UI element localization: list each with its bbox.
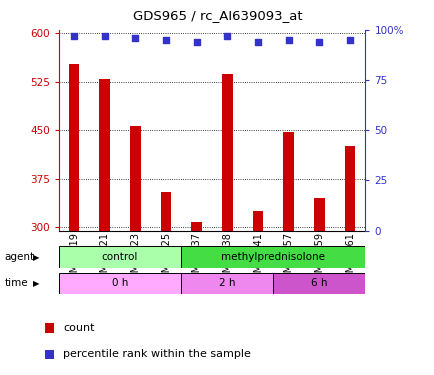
Point [285,37,292,43]
Bar [130,126,141,231]
Point [254,39,261,45]
Bar [45,350,54,359]
Text: agent: agent [4,252,34,262]
Bar [69,64,79,231]
Bar [59,246,181,268]
Bar [99,78,110,231]
Point [224,33,230,39]
Bar [59,273,181,294]
Point [346,37,353,43]
Text: percentile rank within the sample: percentile rank within the sample [63,350,250,359]
Bar [181,273,273,294]
Point [101,33,108,39]
Text: methylprednisolone: methylprednisolone [221,252,325,262]
Bar [344,147,355,231]
Text: ▶: ▶ [33,279,39,288]
Point [132,35,138,41]
Bar [160,192,171,231]
Bar [273,273,365,294]
Bar [191,222,202,231]
Bar [181,246,365,268]
Text: 6 h: 6 h [310,279,327,288]
Bar [45,323,54,333]
Bar [252,211,263,231]
Text: control: control [102,252,138,262]
Bar [221,74,232,231]
Point [162,37,169,43]
Text: 2 h: 2 h [219,279,235,288]
Point [315,39,322,45]
Point [193,39,200,45]
Text: time: time [4,279,28,288]
Text: count: count [63,323,94,333]
Bar [283,132,293,231]
Bar [313,198,324,231]
Text: 0 h: 0 h [112,279,128,288]
Text: ▶: ▶ [33,253,39,262]
Text: GDS965 / rc_AI639093_at: GDS965 / rc_AI639093_at [132,9,302,22]
Point [70,33,77,39]
